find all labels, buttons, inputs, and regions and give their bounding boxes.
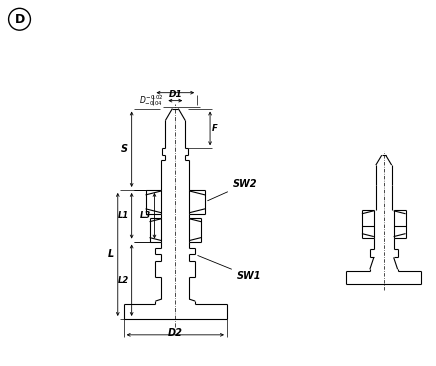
Text: S: S xyxy=(121,144,128,154)
Text: D: D xyxy=(14,13,25,26)
Text: L2: L2 xyxy=(117,276,129,285)
Text: $D^{-0.02}_{-0.04}$: $D^{-0.02}_{-0.04}$ xyxy=(139,93,164,108)
Text: F: F xyxy=(212,124,218,133)
Text: SW2: SW2 xyxy=(208,179,257,201)
Text: D1: D1 xyxy=(168,90,182,99)
Text: SW1: SW1 xyxy=(198,255,261,281)
Text: L: L xyxy=(108,250,114,259)
Text: L1: L1 xyxy=(117,211,129,220)
Text: D2: D2 xyxy=(168,328,183,338)
Text: L3: L3 xyxy=(140,211,151,220)
